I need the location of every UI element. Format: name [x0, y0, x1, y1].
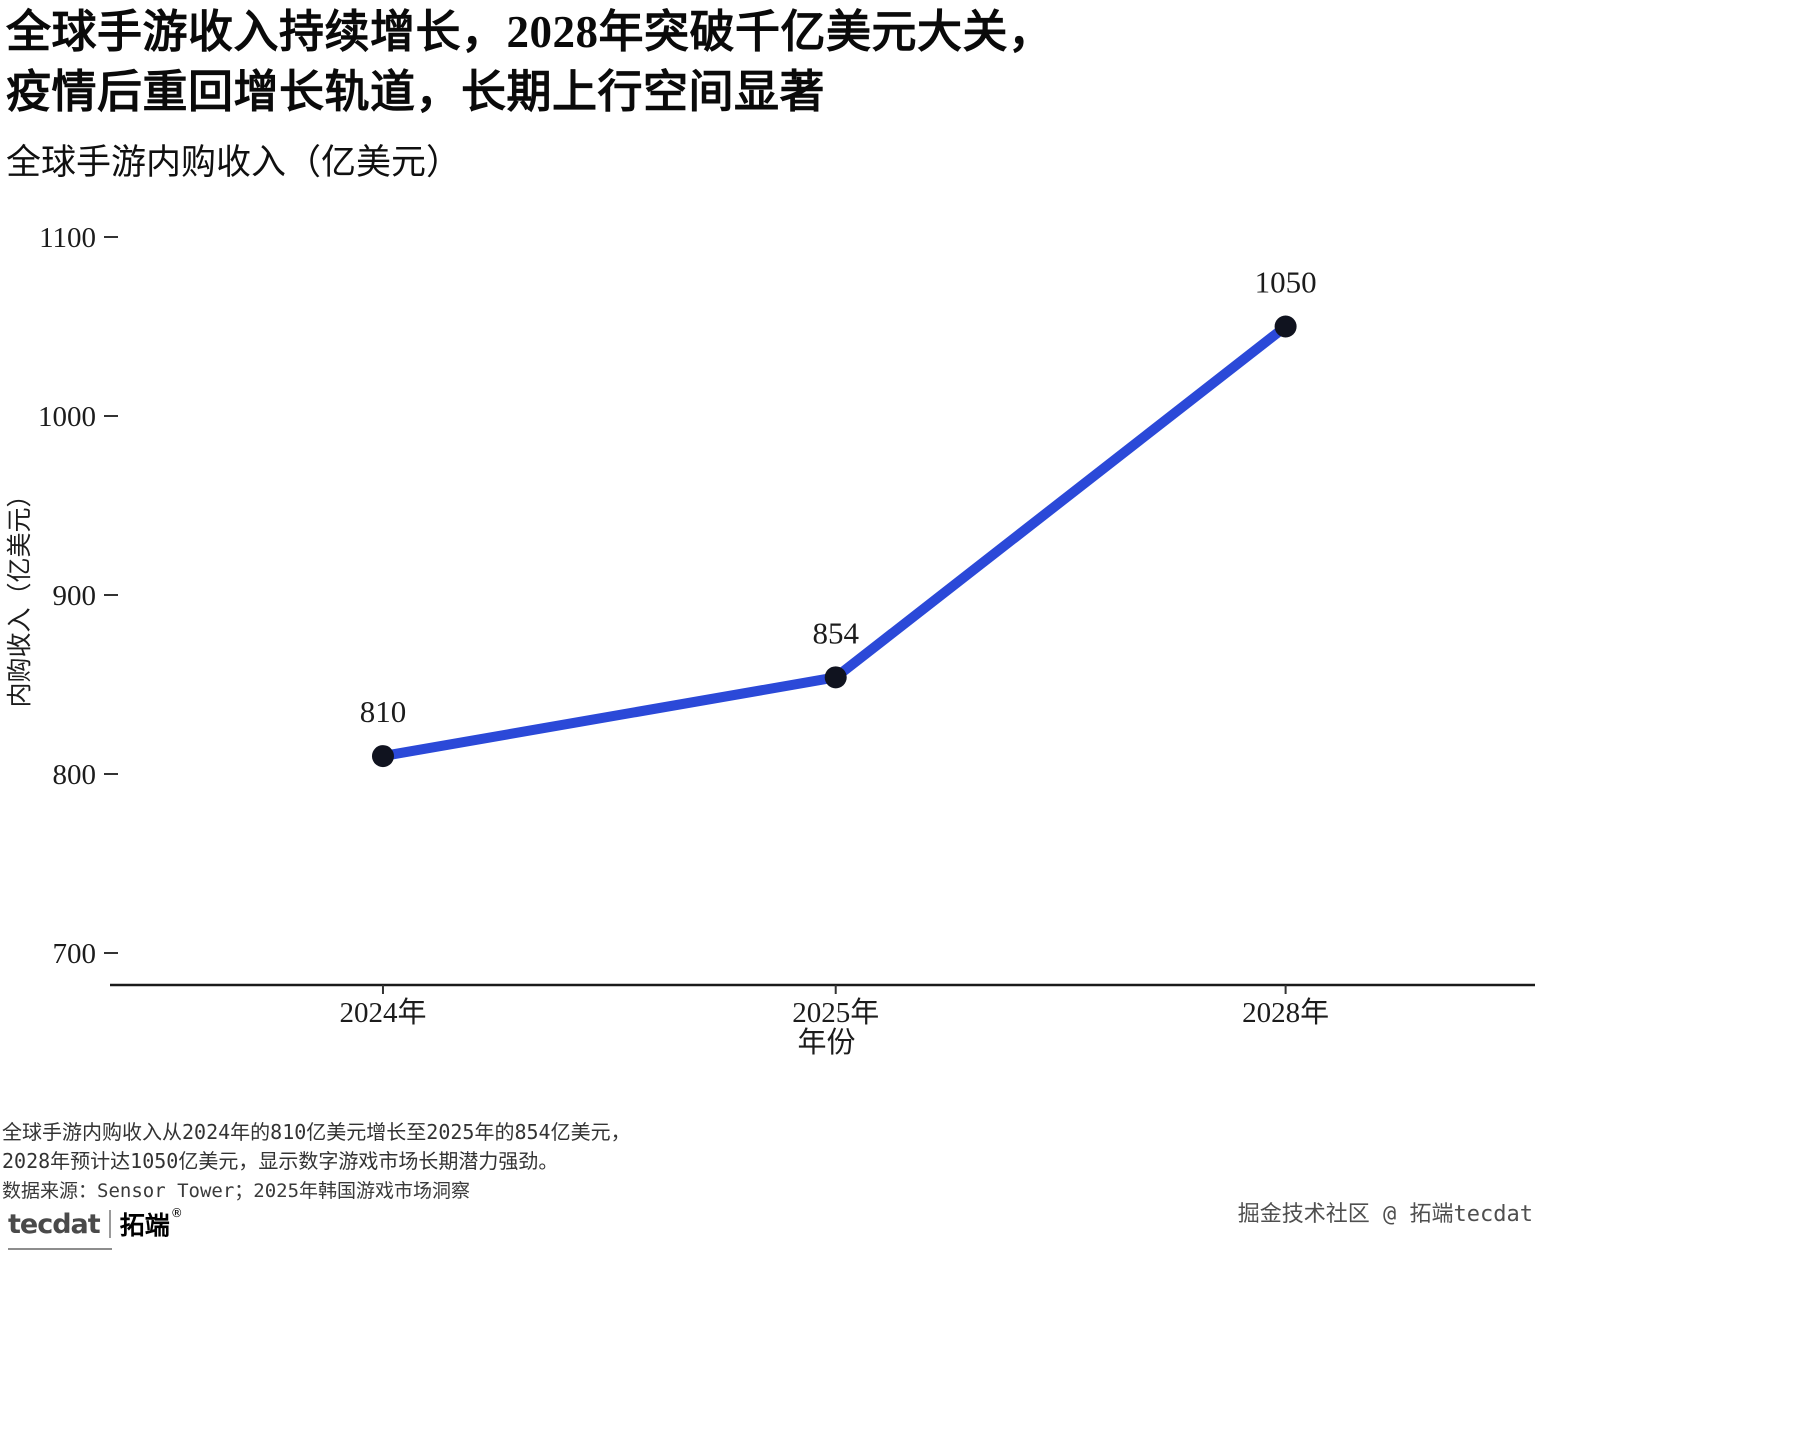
y-axis-tick-label: 800 — [53, 759, 97, 791]
x-axis-tick-label: 2024年 — [339, 996, 426, 1029]
x-axis-title: 年份 — [797, 1026, 855, 1059]
logo-divider — [108, 1210, 111, 1238]
y-axis-tick-label: 900 — [53, 580, 97, 612]
logo-text-cn: 拓端 — [119, 1211, 170, 1240]
data-source: 数据来源：Sensor Tower；2025年韩国游戏市场洞察 — [2, 1180, 471, 1202]
data-point — [1274, 315, 1297, 338]
chart-subtitle: 全球手游内购收入（亿美元） — [6, 143, 462, 182]
headline-line2: 疫情后重回增长轨道，长期上行空间显著 — [6, 67, 826, 117]
y-axis-tick-label: 1100 — [39, 222, 96, 254]
y-axis-title: 内购收入（亿美元） — [6, 482, 34, 707]
y-axis-tick-label: 1000 — [38, 401, 96, 433]
chart-headline: 全球手游收入持续增长，2028年突破千亿美元大关， 疫情后重回增长轨道，长期上行… — [6, 2, 1054, 122]
footnote-line1: 全球手游内购收入从2024年的810亿美元增长至2025年的854亿美元， — [2, 1120, 631, 1144]
footnote-line2: 2028年预计达1050亿美元，显示数字游戏市场长期潜力强劲。 — [2, 1149, 559, 1173]
footnote-block: 全球手游内购收入从2024年的810亿美元增长至2025年的854亿美元， 20… — [2, 1118, 631, 1206]
registered-mark: ® — [170, 1206, 183, 1220]
logo-underline — [8, 1248, 112, 1250]
x-axis-tick-label: 2025年 — [792, 996, 879, 1029]
x-axis-tick-label: 2028年 — [1242, 996, 1329, 1029]
y-axis-tick-label: 700 — [53, 938, 97, 970]
data-point-label: 1050 — [1255, 265, 1317, 300]
data-point — [371, 745, 394, 768]
community-watermark: 掘金技术社区 @ 拓端tecdat — [1237, 1202, 1533, 1227]
series-line — [377, 321, 1291, 762]
data-point-label: 854 — [812, 615, 859, 650]
tecdat-logo: tecdat 拓端 ® — [8, 1206, 183, 1242]
data-point — [824, 666, 847, 689]
logo-text-en: tecdat — [8, 1208, 101, 1240]
data-point-label: 810 — [360, 694, 407, 729]
headline-line1: 全球手游收入持续增长，2028年突破千亿美元大关， — [6, 7, 1054, 57]
line-chart: 700 800 900 1000 1100 2024年 2025年 2028年年份 内购收入（亿… — [0, 200, 1600, 1080]
